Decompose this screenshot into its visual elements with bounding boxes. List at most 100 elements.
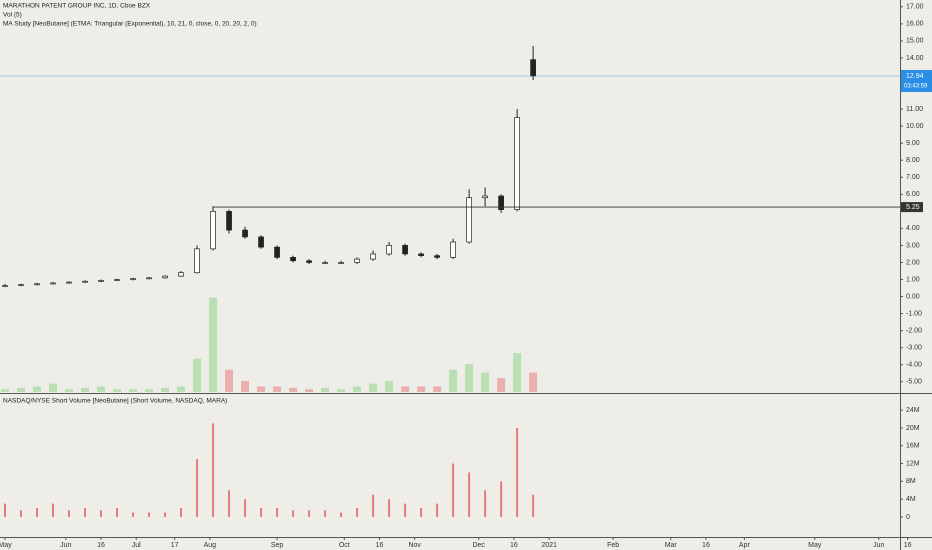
short-volume-bar: [68, 510, 71, 517]
volume-bar: [305, 389, 314, 392]
short-volume-bar: [260, 508, 263, 517]
volume-bar: [465, 364, 474, 392]
volume-bar: [353, 386, 362, 392]
last-price-label: 12.94: [906, 73, 924, 80]
candle-body: [498, 195, 504, 210]
candle-body: [114, 279, 120, 281]
short-volume-bar: [164, 512, 167, 517]
short-volume-bar: [324, 510, 327, 517]
y-tick-label: -4.00: [906, 362, 922, 369]
volume-bar: [385, 380, 394, 392]
x-tick-label: 16: [510, 542, 518, 549]
short-volume-bar: [148, 512, 151, 517]
candle-body: [34, 283, 40, 286]
y-tick-label: 20M: [906, 425, 920, 432]
short-volume-bar: [436, 503, 439, 517]
y-tick-label: 11.00: [906, 106, 923, 113]
volume-bar: [433, 386, 442, 392]
y-tick-label: 10.00: [906, 123, 924, 130]
candle-body: [242, 229, 248, 238]
candle-body: [82, 280, 88, 283]
x-tick-label: Mar: [665, 542, 678, 549]
candle-body: [370, 253, 376, 260]
candle-body: [530, 59, 536, 77]
y-tick-label: 17.00: [906, 4, 924, 11]
candle-body: [18, 284, 24, 286]
candle-body: [322, 262, 328, 264]
y-tick-label: -5.00: [906, 379, 922, 386]
short-volume-bar: [196, 459, 199, 517]
x-tick-label: Jul: [132, 542, 141, 549]
candle-body: [434, 255, 440, 258]
candle-body: [98, 280, 104, 282]
volume-bar: [417, 386, 426, 392]
candle-body: [194, 248, 200, 274]
short-volume-bar: [244, 499, 247, 517]
volume-bar: [17, 387, 26, 392]
y-tick-label: 24M: [906, 407, 920, 414]
short-volume-bar: [308, 510, 311, 517]
x-tick-label: Sep: [271, 542, 284, 549]
candle-body: [290, 257, 296, 262]
x-tick-label: Apr: [739, 542, 751, 549]
countdown: 03:43:59: [904, 84, 928, 90]
short-volume-bar: [276, 508, 279, 517]
x-tick-label: 16: [702, 542, 710, 549]
x-tick-label: Nov: [408, 542, 421, 549]
volume-bar: [33, 386, 42, 392]
short-volume-bar: [84, 508, 87, 517]
y-tick-label: 7.00: [906, 174, 920, 181]
y-tick-label: 14.00: [906, 55, 924, 62]
x-tick-label: 17: [171, 542, 179, 549]
candle-body: [162, 275, 168, 279]
short-volume-bar: [36, 508, 39, 517]
y-tick-label: 15.00: [906, 38, 924, 45]
volume-bar: [401, 386, 410, 392]
y-tick-label: -2.00: [906, 327, 922, 334]
x-tick-label: Dec: [472, 542, 485, 549]
volume-bar: [497, 378, 506, 392]
short-volume-bar: [516, 427, 519, 517]
indicator-label: MA Study [NeoButane] (ETMA: Triangular (…: [3, 21, 257, 28]
volume-bar: [81, 387, 90, 392]
x-tick-label: 16: [97, 542, 105, 549]
short-volume-bar: [116, 508, 119, 517]
short-volume-bar: [500, 481, 503, 517]
volume-bar: [321, 387, 330, 392]
candle-body: [226, 210, 232, 231]
short-volume-bar: [180, 508, 183, 517]
short-volume-bar: [292, 510, 295, 517]
chart-title: MARATHON PATENT GROUP INC, 1D, Cboe BZX: [3, 3, 151, 10]
x-tick-label: Jun: [873, 542, 884, 549]
short-volume-bar: [228, 490, 231, 517]
y-tick-label: 2.00: [906, 259, 920, 266]
level-box: [901, 202, 923, 213]
short-volume-bar: [356, 508, 359, 517]
candle-body: [2, 285, 8, 287]
volume-bar: [1, 389, 9, 392]
y-tick-label: 16.00: [906, 21, 924, 28]
short-volume-bar: [420, 508, 423, 517]
x-tick-label: Feb: [607, 542, 619, 549]
candle-body: [258, 236, 264, 248]
candle-body: [50, 282, 56, 285]
candle-body: [130, 278, 136, 281]
short-volume-bar: [452, 463, 455, 517]
volume-bar: [225, 369, 234, 392]
short-volume-bar: [20, 510, 23, 517]
short-volume-bar: [404, 503, 407, 517]
short-volume-bar: [100, 510, 103, 517]
y-tick-label: 8.00: [906, 157, 920, 164]
volume-bar: [49, 383, 58, 392]
x-tick-label: 2021: [541, 542, 557, 549]
indicator-label: Vol (5): [3, 12, 22, 19]
volume-bar: [113, 389, 122, 392]
volume-bar: [145, 389, 154, 392]
volume-bar: [289, 387, 298, 392]
candle-body: [210, 210, 216, 250]
volume-bar: [193, 358, 202, 392]
short-volume-bar: [52, 503, 55, 517]
candle-body: [306, 260, 312, 263]
